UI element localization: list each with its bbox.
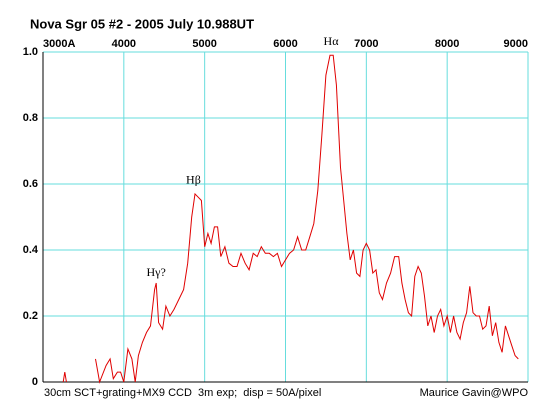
annotation: Hα — [324, 34, 340, 48]
x-tick-label: 7000 — [354, 38, 378, 50]
footer-left: 30cm SCT+grating+MX9 CCD 3m exp; disp = … — [44, 387, 321, 399]
y-tick-label: 0.6 — [23, 178, 38, 190]
y-tick-label: 0.2 — [23, 310, 38, 322]
x-tick-label: 6000 — [273, 38, 297, 50]
x-tick-label: 8000 — [435, 38, 459, 50]
y-tick-label: 0.8 — [23, 112, 38, 124]
annotation: Hγ? — [147, 265, 166, 279]
x-tick-label: 9000 — [504, 38, 528, 50]
y-tick-label: 1.0 — [23, 46, 38, 58]
x-tick-label: 4000 — [112, 38, 136, 50]
spectrum-line — [62, 54, 519, 384]
footer-right: Maurice Gavin@WPO — [420, 387, 529, 399]
y-tick-label: 0.4 — [23, 244, 39, 256]
chart-title: Nova Sgr 05 #2 - 2005 July 10.988UT — [30, 16, 254, 31]
x-tick-label: 3000A — [43, 38, 75, 50]
annotation: Hβ — [186, 172, 201, 186]
x-tick-label: 5000 — [192, 38, 216, 50]
y-tick-label: 0 — [32, 376, 38, 388]
